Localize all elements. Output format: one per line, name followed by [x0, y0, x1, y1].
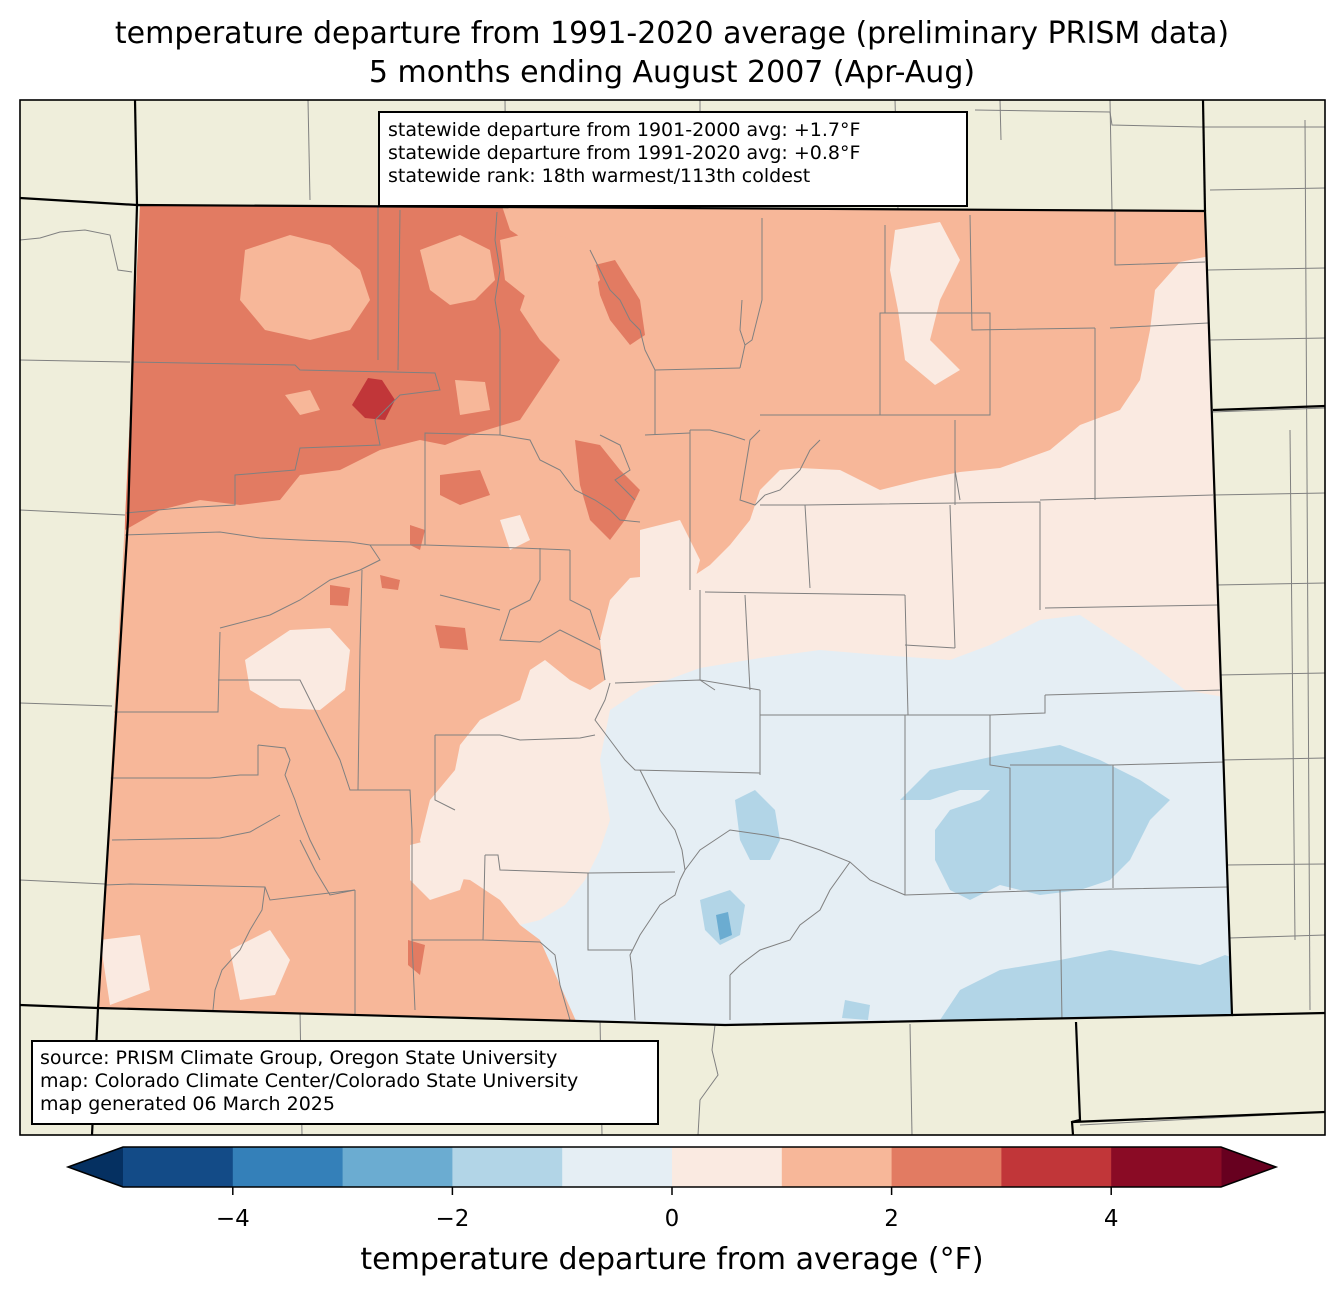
colorbar-bin — [123, 1147, 234, 1187]
colorbar-outline — [65, 1146, 1279, 1188]
colorbar-bin — [342, 1147, 453, 1187]
colorbar-bin — [781, 1147, 893, 1187]
colorbar-tick-label: 4 — [1103, 1206, 1119, 1232]
source-line-3: map generated 06 March 2025 — [40, 1093, 335, 1115]
colorbar-tick-label: 0 — [664, 1206, 680, 1232]
colorbar-tick-label: 2 — [884, 1206, 899, 1232]
colorbar-bin — [1111, 1147, 1222, 1187]
colorbar-bin — [452, 1147, 563, 1187]
source-line-1: source: PRISM Climate Group, Oregon Stat… — [40, 1047, 558, 1069]
source-box: source: PRISM Climate Group, Oregon Stat… — [31, 1040, 659, 1125]
stats-line-3: statewide rank: 18th warmest/113th colde… — [388, 165, 811, 187]
statewide-stats-box: statewide departure from 1901-2000 avg: … — [378, 111, 968, 207]
colorbar-under-extension — [68, 1147, 123, 1187]
map-frame — [19, 99, 1326, 1136]
stats-line-1: statewide departure from 1901-2000 avg: … — [388, 119, 861, 141]
colorbar-bin — [891, 1147, 1002, 1187]
colorbar-tick-label: −4 — [215, 1206, 250, 1232]
colorado-departure-field — [98, 205, 1232, 1025]
colorbar-bin — [672, 1147, 783, 1187]
stats-line-2: statewide departure from 1991-2020 avg: … — [388, 142, 861, 164]
colorbar-over-extension — [1221, 1147, 1276, 1187]
colorbar-tick-label: −2 — [435, 1206, 470, 1232]
colorbar-label: temperature departure from average (°F) — [360, 1242, 984, 1277]
colorado-county-lines — [104, 205, 1229, 1023]
map-title-line2: 5 months ending August 2007 (Apr-Aug) — [368, 55, 976, 90]
source-line-2: map: Colorado Climate Center/Colorado St… — [40, 1070, 579, 1092]
map-title-line1: temperature departure from 1991-2020 ave… — [114, 16, 1230, 51]
colorbar-bin — [1001, 1147, 1112, 1187]
colorbar-bin — [562, 1147, 673, 1187]
colorbar — [65, 1146, 1279, 1195]
colorbar-bin — [232, 1147, 344, 1187]
